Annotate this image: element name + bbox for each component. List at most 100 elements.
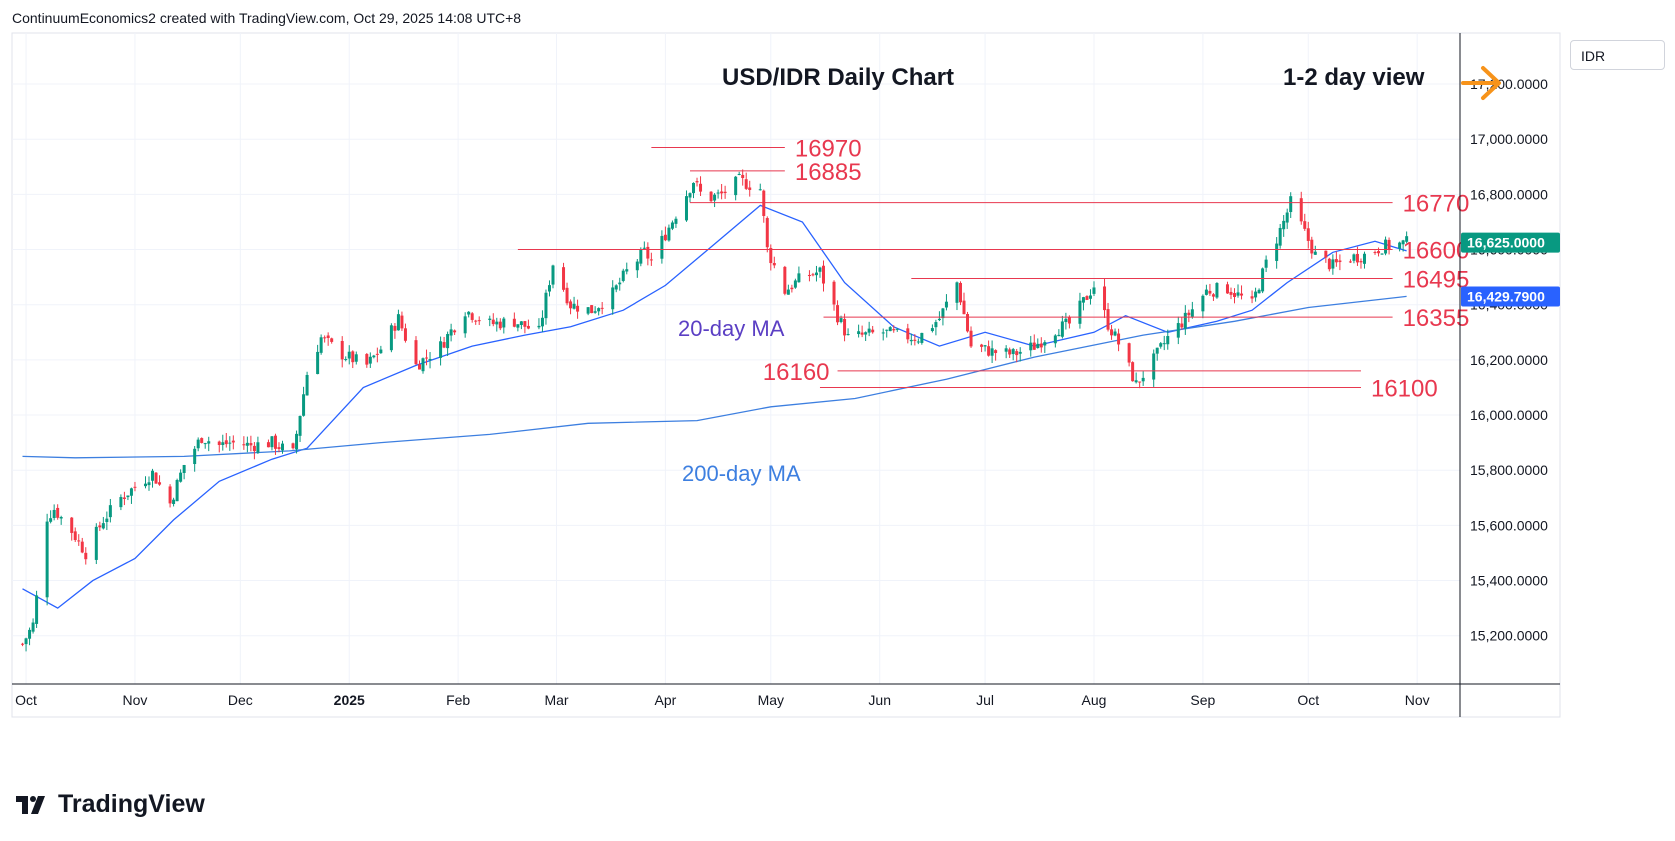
candle-body bbox=[1236, 292, 1240, 296]
candle-body bbox=[35, 595, 39, 624]
candle-body bbox=[625, 269, 629, 272]
candle-body bbox=[593, 311, 597, 313]
y-tick-label: 16,800.0000 bbox=[1470, 186, 1548, 202]
candle-body bbox=[864, 332, 868, 335]
currency-button[interactable]: IDR bbox=[1570, 40, 1665, 70]
candle-body bbox=[1264, 259, 1268, 268]
x-tick-label: Oct bbox=[15, 692, 37, 708]
candle-body bbox=[193, 448, 197, 465]
candle-body bbox=[1398, 242, 1402, 249]
candle-body bbox=[179, 472, 183, 482]
candle-body bbox=[1187, 312, 1191, 316]
candle-body bbox=[744, 179, 748, 189]
badge-current bbox=[1461, 232, 1560, 253]
candle-body bbox=[143, 483, 147, 487]
candle-body bbox=[1275, 243, 1279, 261]
candle-body bbox=[1338, 260, 1342, 263]
candle-body bbox=[966, 314, 970, 332]
candle-body bbox=[340, 340, 344, 360]
view-note: 1-2 day view bbox=[1283, 64, 1425, 91]
candle-body bbox=[147, 482, 151, 486]
candle-body bbox=[846, 334, 850, 336]
candle-body bbox=[994, 350, 998, 354]
candle-body bbox=[783, 266, 787, 294]
y-tick-label: 15,600.0000 bbox=[1470, 517, 1548, 533]
badge-ma200 bbox=[1461, 286, 1560, 307]
x-tick-label: Jun bbox=[868, 692, 891, 708]
candle-body bbox=[224, 440, 228, 445]
tradingview-wordmark: TradingView bbox=[58, 790, 205, 818]
candle-body bbox=[351, 351, 355, 363]
candle-body bbox=[439, 341, 443, 358]
candle-body bbox=[688, 193, 692, 198]
x-tick-label: Aug bbox=[1082, 692, 1107, 708]
candle-body bbox=[920, 332, 924, 343]
candle-body bbox=[913, 339, 917, 341]
candle-body bbox=[987, 346, 991, 356]
candle-body bbox=[31, 622, 35, 632]
candle-body bbox=[273, 435, 277, 449]
candle-body bbox=[867, 328, 871, 333]
tradingview-logo[interactable]: TradingView bbox=[14, 790, 205, 819]
candle-body bbox=[105, 518, 109, 523]
candle-body bbox=[695, 181, 699, 183]
candle-body bbox=[618, 282, 622, 285]
candle-body bbox=[1183, 312, 1187, 329]
candle-body bbox=[516, 324, 520, 328]
candle-body bbox=[502, 318, 506, 328]
candle-body bbox=[1078, 300, 1082, 324]
candle-body bbox=[1060, 321, 1064, 337]
candle-body bbox=[621, 270, 625, 281]
x-tick-label: Jul bbox=[976, 692, 994, 708]
candle-body bbox=[1106, 309, 1110, 330]
candle-body bbox=[916, 341, 920, 343]
candle-body bbox=[372, 355, 376, 358]
candle-body bbox=[1015, 351, 1019, 356]
candle-body bbox=[540, 317, 544, 327]
candle-body bbox=[182, 465, 186, 473]
candle-body bbox=[660, 235, 664, 259]
ma200-line bbox=[22, 295, 1407, 459]
candle-body bbox=[1131, 362, 1135, 382]
candle-body bbox=[586, 307, 590, 314]
candle-body bbox=[56, 507, 60, 518]
candle-body bbox=[196, 439, 200, 449]
level-label-16885: 16885 bbox=[795, 159, 862, 186]
candle-body bbox=[758, 189, 762, 191]
candle-body bbox=[217, 441, 221, 446]
level-label-16355: 16355 bbox=[1403, 305, 1470, 332]
candle-body bbox=[980, 344, 984, 347]
y-tick-label: 15,400.0000 bbox=[1470, 573, 1548, 589]
candle-body bbox=[1211, 294, 1215, 297]
candle-body bbox=[600, 307, 604, 309]
candle-body bbox=[495, 321, 499, 325]
candle-body bbox=[1405, 236, 1409, 242]
candle-body bbox=[231, 440, 235, 443]
candle-body bbox=[80, 541, 84, 553]
candle-body bbox=[1004, 348, 1008, 352]
candle-body bbox=[1313, 251, 1317, 255]
candle-body bbox=[101, 523, 105, 529]
candle-body bbox=[421, 358, 425, 372]
ma200-label: 200-day MA bbox=[682, 461, 801, 486]
candle-body bbox=[958, 282, 962, 303]
candle-body bbox=[488, 318, 492, 320]
candle-body bbox=[1029, 342, 1033, 351]
candle-body bbox=[1159, 343, 1163, 347]
candle-body bbox=[1229, 291, 1233, 295]
candle-body bbox=[379, 349, 383, 354]
candle-body bbox=[930, 328, 934, 332]
candle-body bbox=[70, 517, 74, 533]
candle-body bbox=[1190, 309, 1194, 317]
arrow-right-icon bbox=[1461, 66, 1501, 100]
candle-body bbox=[133, 486, 137, 488]
level-label-16100: 16100 bbox=[1371, 375, 1438, 402]
candle-body bbox=[414, 340, 418, 365]
candle-body bbox=[1036, 343, 1040, 349]
x-tick-label: Feb bbox=[446, 692, 470, 708]
candle-body bbox=[1117, 333, 1121, 345]
x-tick-label: Oct bbox=[1297, 692, 1319, 708]
level-label-16160: 16160 bbox=[763, 359, 830, 386]
candle-body bbox=[969, 330, 973, 347]
